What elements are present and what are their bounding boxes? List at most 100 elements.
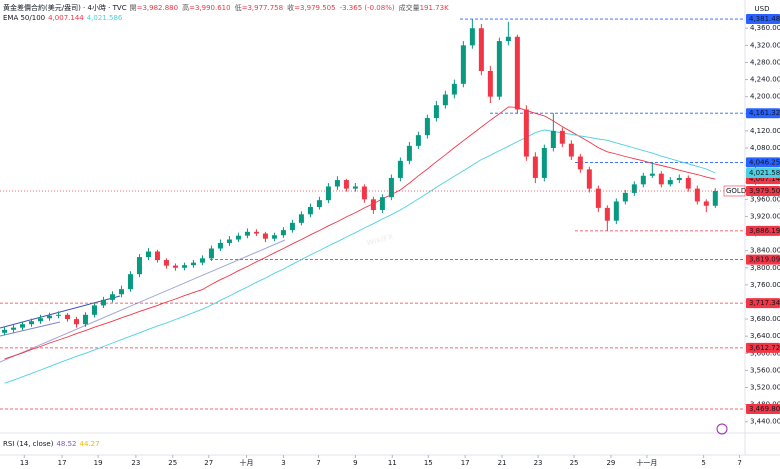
legend-row: 黄金差價合約(美元/盎司) · 4小時 · TVC 開=3,982.880 高=3,… bbox=[3, 3, 456, 13]
candle-body bbox=[667, 180, 673, 185]
candle-body bbox=[298, 214, 304, 223]
candle-body bbox=[244, 231, 250, 236]
candle-body bbox=[190, 262, 196, 266]
y-tick-label: 3,640.000 bbox=[750, 332, 780, 340]
candle-body bbox=[361, 186, 367, 200]
y-tick-label: 3,560.000 bbox=[750, 366, 780, 374]
level-tag: 3,819.095 bbox=[749, 256, 780, 264]
level-tag: 4,381.484 bbox=[749, 15, 780, 23]
candle-body bbox=[469, 28, 475, 46]
y-tick-label: 4,360.000 bbox=[750, 24, 780, 32]
currency: USD bbox=[755, 5, 770, 13]
candle-body bbox=[208, 248, 214, 259]
level-tag: 3,886.199 bbox=[749, 227, 780, 235]
candle-body bbox=[280, 230, 286, 236]
candle-body bbox=[460, 45, 466, 84]
candle-body bbox=[703, 201, 709, 206]
x-tick-label: 5 bbox=[701, 459, 705, 467]
candle-body bbox=[685, 177, 691, 189]
rsi-value: 44.27 bbox=[79, 440, 100, 448]
ema-tag: 4,007.144 bbox=[749, 175, 780, 183]
alert-icon[interactable] bbox=[716, 423, 728, 435]
candle-body bbox=[442, 94, 448, 106]
candle-body bbox=[154, 251, 160, 261]
candle-body bbox=[532, 156, 538, 178]
readout-key: 高 bbox=[182, 4, 190, 12]
symbol-title: 黄金差價合約(美元/盎司) · 4小時 · TVC bbox=[3, 4, 127, 12]
ema-tag-bg bbox=[746, 167, 780, 178]
x-tick-label: 17 bbox=[58, 459, 67, 467]
level-tag: 4,161.320 bbox=[749, 109, 780, 117]
candle-body bbox=[631, 184, 637, 193]
candle-body bbox=[541, 147, 547, 178]
ema-tag: 4,021.586 bbox=[749, 169, 780, 177]
rsi-name: RSI (14, close) bbox=[3, 440, 54, 448]
candle-body bbox=[55, 314, 61, 316]
y-tick-label: 3,920.000 bbox=[750, 212, 780, 220]
level-tag-bg bbox=[746, 108, 780, 119]
candle-body bbox=[415, 135, 421, 146]
candle-body bbox=[487, 71, 493, 97]
readout-value: =3,979.505 bbox=[294, 4, 336, 12]
candle-body bbox=[19, 324, 25, 328]
candle-body bbox=[343, 180, 349, 189]
candle-body bbox=[163, 260, 169, 266]
readout-key: 收 bbox=[287, 4, 295, 12]
price-tag-bg bbox=[746, 185, 780, 196]
y-tick-label: 4,320.000 bbox=[750, 41, 780, 49]
price-tag: 3,979.505 bbox=[749, 187, 780, 195]
level-tag: 3,612.720 bbox=[749, 344, 780, 352]
x-tick-label: 11 bbox=[388, 459, 397, 467]
level-tag: 3,717.348 bbox=[749, 299, 780, 307]
ema-value: 4,021.586 bbox=[86, 14, 123, 22]
trend-line bbox=[0, 239, 286, 363]
candle-body bbox=[253, 231, 259, 234]
level-tag: 3,469.805 bbox=[749, 405, 780, 413]
readout-value: -3.365 (-0.08%) bbox=[339, 4, 395, 12]
y-tick-label: 3,680.000 bbox=[750, 315, 780, 323]
candle-body bbox=[28, 321, 34, 325]
x-tick-label: 13 bbox=[20, 459, 29, 467]
candle-body bbox=[496, 41, 502, 97]
y-tick-label: 3,840.000 bbox=[750, 247, 780, 255]
candle-body bbox=[1, 329, 7, 333]
candle-body bbox=[145, 251, 151, 258]
y-tick-label: 3,760.000 bbox=[750, 281, 780, 289]
candle-body bbox=[613, 201, 619, 221]
candle-body bbox=[658, 173, 664, 185]
candle-body bbox=[379, 197, 385, 211]
x-tick-label: 15 bbox=[424, 459, 433, 467]
x-tick-label: 23 bbox=[131, 459, 140, 467]
trend-line bbox=[0, 295, 121, 329]
candle-body bbox=[433, 105, 439, 119]
candle-body bbox=[424, 118, 430, 136]
readout-value: =3,977.758 bbox=[241, 4, 284, 12]
y-tick-label: 4,280.000 bbox=[750, 58, 780, 66]
x-tick-label: 25 bbox=[570, 459, 579, 467]
y-tick-label: 4,240.000 bbox=[750, 76, 780, 84]
candle-body bbox=[307, 207, 313, 215]
rsi-row: RSI (14, close) 48.52 44.27 bbox=[3, 440, 103, 448]
candle-body bbox=[334, 180, 340, 187]
candle-body bbox=[199, 258, 205, 263]
x-tick-label: 25 bbox=[168, 459, 177, 467]
y-tick-label: 3,960.000 bbox=[750, 195, 780, 203]
y-tick-label: 3,800.000 bbox=[750, 264, 780, 272]
candle-body bbox=[406, 145, 412, 161]
x-tick-label: 21 bbox=[498, 459, 507, 467]
level-tag-bg bbox=[746, 298, 780, 309]
y-tick-label: 4,200.000 bbox=[750, 93, 780, 101]
candle-body bbox=[622, 192, 628, 202]
candle-body bbox=[604, 207, 610, 221]
candle-body bbox=[352, 186, 358, 189]
x-tick-label: 19 bbox=[94, 459, 103, 467]
x-tick-label: 十月 bbox=[240, 458, 254, 467]
level-tag-bg bbox=[746, 14, 780, 25]
trend-line bbox=[0, 321, 61, 337]
candle-body bbox=[118, 289, 124, 295]
readout-key: 低 bbox=[234, 4, 242, 12]
candle-body bbox=[271, 235, 277, 239]
candle-body bbox=[712, 190, 718, 206]
candle-body bbox=[370, 199, 376, 211]
